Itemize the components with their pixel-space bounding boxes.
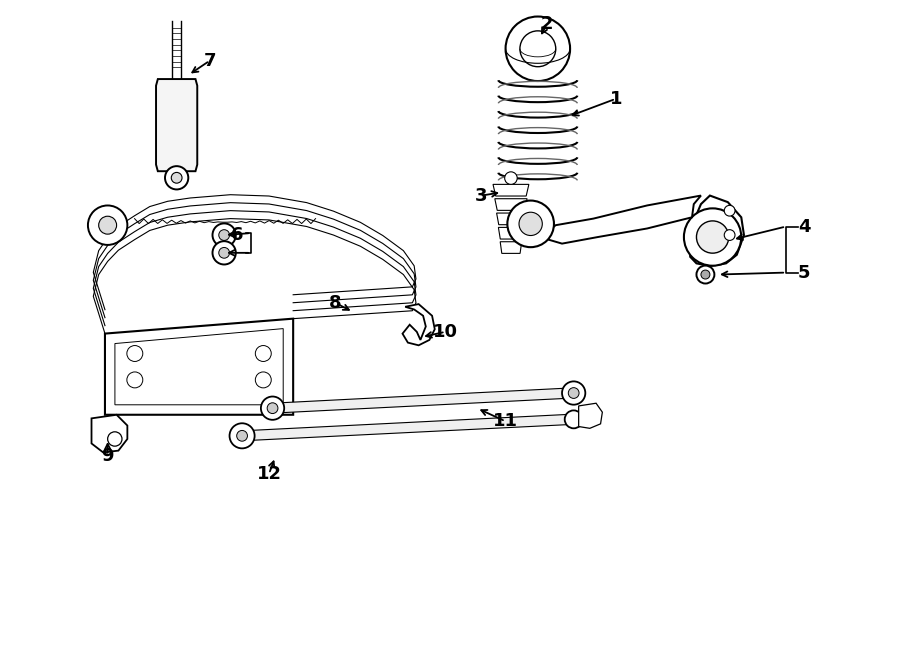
Circle shape	[99, 216, 117, 234]
Polygon shape	[690, 196, 744, 266]
Polygon shape	[495, 199, 527, 210]
Polygon shape	[493, 184, 529, 196]
Circle shape	[505, 172, 518, 184]
Circle shape	[219, 229, 230, 241]
Polygon shape	[499, 227, 524, 239]
Text: 1: 1	[609, 90, 622, 108]
Circle shape	[88, 206, 128, 245]
Circle shape	[212, 223, 236, 247]
Circle shape	[684, 208, 742, 266]
Circle shape	[508, 200, 554, 247]
Text: 4: 4	[797, 217, 810, 235]
Circle shape	[256, 346, 271, 362]
Circle shape	[237, 430, 248, 441]
Text: 7: 7	[203, 52, 216, 69]
Circle shape	[108, 432, 122, 446]
Text: 9: 9	[102, 447, 114, 465]
Polygon shape	[92, 415, 128, 452]
Circle shape	[230, 423, 255, 448]
Text: 2: 2	[541, 15, 553, 34]
Circle shape	[564, 410, 582, 428]
Circle shape	[261, 397, 284, 420]
Circle shape	[256, 372, 271, 388]
Text: 12: 12	[256, 465, 282, 483]
Polygon shape	[500, 242, 522, 253]
Circle shape	[562, 381, 585, 405]
Circle shape	[724, 229, 735, 241]
Polygon shape	[273, 388, 573, 413]
Text: 11: 11	[493, 412, 518, 430]
Circle shape	[697, 266, 715, 284]
Polygon shape	[547, 196, 701, 244]
Polygon shape	[105, 319, 293, 414]
Circle shape	[127, 372, 143, 388]
Circle shape	[267, 403, 278, 414]
Circle shape	[697, 221, 729, 253]
Text: 8: 8	[329, 294, 342, 312]
Circle shape	[724, 206, 735, 216]
Polygon shape	[579, 403, 602, 428]
Polygon shape	[242, 414, 573, 441]
Circle shape	[219, 247, 230, 258]
Circle shape	[165, 166, 188, 190]
Circle shape	[127, 346, 143, 362]
Text: 3: 3	[475, 186, 488, 204]
Text: 5: 5	[797, 264, 810, 282]
Circle shape	[519, 212, 543, 235]
Text: 6: 6	[230, 226, 243, 244]
Text: 10: 10	[433, 323, 458, 341]
Circle shape	[171, 173, 182, 183]
Circle shape	[520, 31, 556, 67]
Polygon shape	[402, 304, 435, 345]
Polygon shape	[497, 213, 526, 225]
Polygon shape	[156, 79, 197, 171]
Circle shape	[506, 17, 570, 81]
Circle shape	[568, 387, 579, 399]
Circle shape	[701, 270, 710, 279]
Circle shape	[212, 241, 236, 264]
